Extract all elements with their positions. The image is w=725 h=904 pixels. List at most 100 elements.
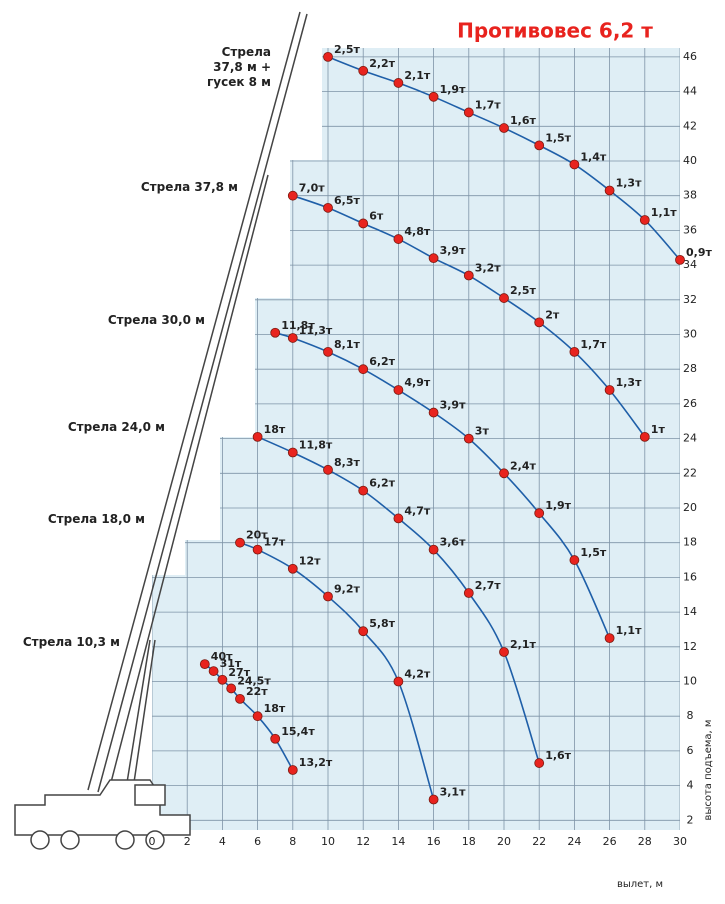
point — [235, 537, 245, 548]
point — [604, 633, 615, 644]
load-label: 3,9т — [440, 399, 466, 412]
load-label: 1,6т — [510, 114, 536, 127]
boom-label: Стрела 37,8 м + гусек 8 м — [206, 45, 271, 89]
load-label: 2т — [545, 308, 560, 321]
point — [199, 659, 210, 670]
point — [393, 385, 404, 395]
y-tick-label: 40 — [683, 154, 697, 167]
load-label: 18т — [264, 423, 286, 436]
load-label: 1,5т — [545, 131, 571, 144]
y-tick-label: 24 — [683, 432, 697, 445]
point — [252, 711, 263, 722]
point — [226, 683, 237, 694]
boom-label: Стрела 37,8 м — [140, 180, 238, 194]
x-tick-label: 8 — [289, 835, 296, 848]
x-tick-label: 18 — [462, 835, 476, 848]
point — [358, 364, 369, 375]
y-tick-label: 12 — [683, 640, 697, 653]
load-label: 4,7т — [404, 504, 430, 517]
point — [358, 626, 369, 637]
load-label: 11,8т — [281, 319, 315, 332]
point — [639, 215, 650, 225]
boom-label: Стрела 24,0 м — [67, 420, 165, 434]
load-label: 3,1т — [440, 785, 466, 798]
point — [463, 270, 474, 281]
point — [534, 140, 545, 151]
x-tick-label: 30 — [673, 835, 687, 848]
load-label: 18т — [264, 702, 286, 715]
point — [428, 544, 439, 555]
load-label: 3,9т — [440, 244, 466, 257]
load-label: 7,0т — [299, 182, 325, 195]
y-tick-label: 30 — [683, 328, 697, 341]
point — [569, 555, 580, 565]
load-label: 1,7т — [580, 338, 606, 351]
point — [323, 52, 333, 62]
point — [208, 666, 219, 676]
load-label: 11,3т — [299, 324, 333, 337]
point — [287, 563, 298, 574]
load-label: 4,9т — [404, 376, 430, 389]
point — [393, 676, 404, 687]
x-tick-label: 6 — [254, 835, 261, 848]
load-label: 17т — [264, 536, 286, 549]
point — [235, 693, 245, 704]
load-label: 1,4т — [580, 150, 606, 163]
y-tick-label: 42 — [683, 119, 697, 132]
point — [534, 508, 545, 519]
chart-title: Противовес 6,2 т — [457, 19, 653, 43]
y-tick-label: 10 — [683, 675, 697, 688]
y-tick-label: 44 — [683, 85, 697, 98]
point — [393, 513, 404, 524]
load-label: 22т — [246, 685, 268, 698]
load-label: 40т — [211, 650, 233, 663]
point — [675, 254, 685, 265]
load-label: 2,1т — [404, 69, 430, 82]
y-tick-label: 28 — [683, 362, 697, 375]
load-label: 1т — [651, 423, 666, 436]
x-tick-label: 26 — [603, 835, 617, 848]
point — [463, 588, 474, 598]
point — [393, 78, 404, 88]
load-label: 1,6т — [545, 749, 571, 762]
point — [428, 91, 439, 102]
load-label: 1,7т — [475, 98, 501, 111]
point — [323, 464, 333, 475]
load-label: 6,2т — [369, 477, 395, 490]
y-tick-label: 22 — [683, 466, 697, 479]
point — [358, 485, 369, 496]
x-axis-label: вылет, м — [617, 879, 663, 890]
point — [287, 765, 298, 775]
y-tick-label: 46 — [683, 50, 697, 63]
load-label: 1,1т — [651, 206, 677, 219]
point — [569, 346, 580, 357]
point — [287, 333, 298, 343]
boom-label: Стрела 10,3 м — [22, 635, 120, 649]
x-tick-label: 14 — [391, 835, 405, 848]
x-tick-label: 0 — [149, 835, 156, 848]
load-label: 9,2т — [334, 582, 360, 595]
point — [270, 327, 281, 338]
grid — [152, 48, 680, 830]
point — [499, 123, 509, 133]
x-tick-label: 28 — [638, 835, 652, 848]
x-tick-label: 4 — [219, 835, 226, 848]
point — [287, 447, 298, 458]
point — [463, 107, 474, 118]
y-tick-label: 14 — [683, 605, 697, 618]
load-label: 6,2т — [369, 355, 395, 368]
load-label: 2,4т — [510, 459, 536, 472]
x-tick-label: 22 — [532, 835, 546, 848]
point — [217, 674, 228, 685]
point — [252, 431, 263, 442]
load-label: 2,2т — [369, 57, 395, 70]
point — [499, 293, 509, 303]
boom-label: Стрела 18,0 м — [47, 512, 145, 526]
point — [287, 190, 298, 201]
point — [358, 218, 369, 229]
load-label: 6т — [369, 209, 384, 222]
point — [569, 159, 580, 170]
load-label: 1,3т — [616, 176, 642, 189]
